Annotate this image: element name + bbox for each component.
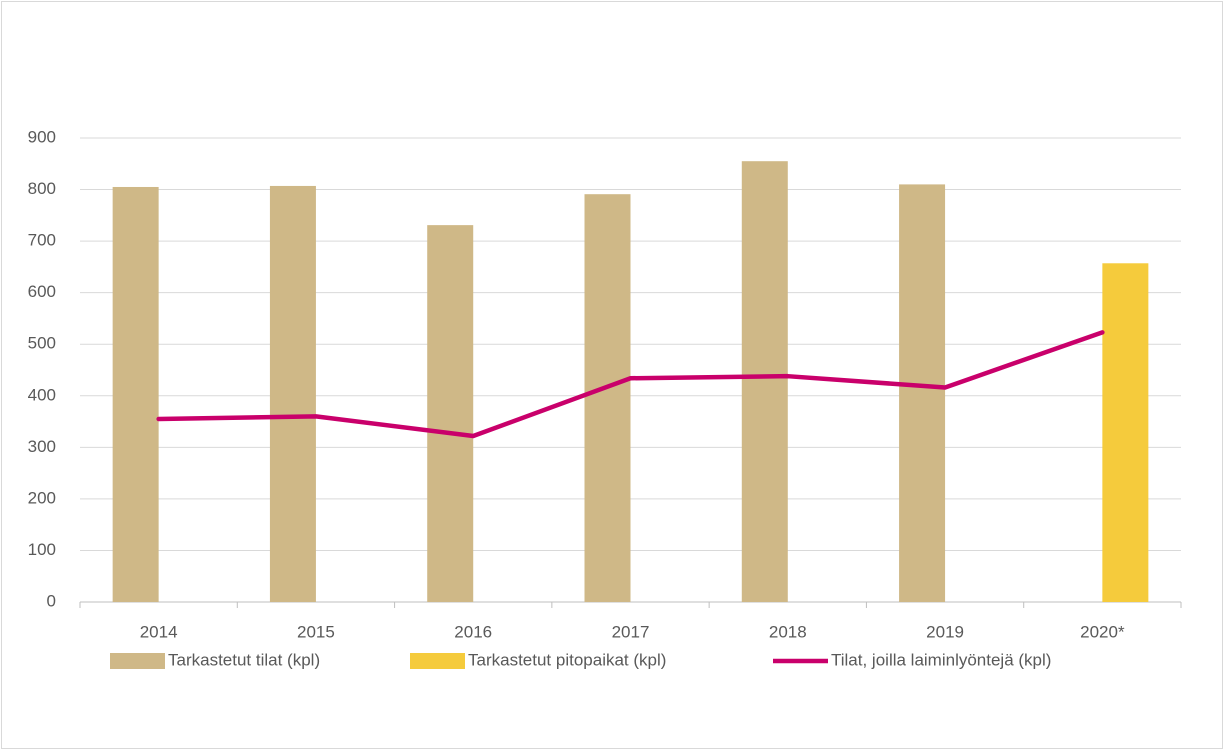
legend-label: Tilat, joilla laiminlyöntejä (kpl)	[831, 650, 1051, 669]
x-tick-label: 2018	[769, 622, 807, 641]
y-tick-label: 0	[47, 591, 56, 610]
legend-swatch	[110, 653, 165, 669]
y-tick-label: 900	[28, 127, 56, 146]
legend-label: Tarkastetut pitopaikat (kpl)	[468, 650, 666, 669]
x-tick-label: 2016	[454, 622, 492, 641]
bar	[269, 185, 316, 603]
bar	[741, 161, 788, 602]
bar	[112, 186, 159, 602]
y-tick-label: 600	[28, 282, 56, 301]
bar	[899, 184, 946, 602]
y-tick-label: 800	[28, 179, 56, 198]
bar	[584, 194, 631, 602]
y-tick-label: 400	[28, 385, 56, 404]
y-tick-label: 700	[28, 231, 56, 250]
line	[156, 330, 1105, 439]
y-tick-label: 100	[28, 540, 56, 559]
y-tick-label: 500	[28, 334, 56, 353]
y-tick-label: 200	[28, 488, 56, 507]
x-tick-label: 2019	[926, 622, 964, 641]
y-tick-label: 300	[28, 437, 56, 456]
legend-label: Tarkastetut tilat (kpl)	[168, 650, 320, 669]
x-tick-label: 2014	[140, 622, 178, 641]
bar	[1102, 263, 1149, 602]
x-tick-label: 2017	[612, 622, 650, 641]
legend-swatch	[410, 653, 465, 669]
x-tick-label: 2015	[297, 622, 335, 641]
bar	[427, 225, 474, 602]
x-tick-label: 2020*	[1080, 622, 1125, 641]
